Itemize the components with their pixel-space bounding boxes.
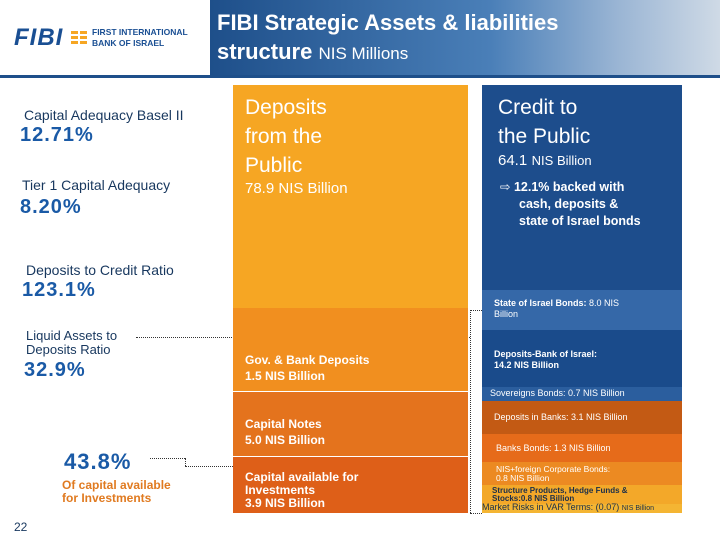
var-unit: NIS Billion [621, 505, 655, 512]
corporate-bonds-block: NIS+foreign Corporate Bonds: 0.8 NIS Bil… [482, 462, 682, 485]
state-bonds-text: State of Israel Bonds: 8.0 NIS Billion [494, 298, 619, 320]
gov-bank-deposits-block: Gov. & Bank Deposits 1.5 NIS Billion [233, 308, 468, 391]
struct-line2: Stocks:0.8 NIS Billion [492, 494, 575, 503]
capnotes-line1: Capital Notes [245, 417, 322, 431]
liquid-label-line2: Deposits Ratio [26, 342, 111, 357]
corporate-bonds-text: NIS+foreign Corporate Bonds: 0.8 NIS Bil… [496, 465, 610, 483]
connector-invest-b [185, 458, 186, 466]
connector-invest-a [150, 458, 185, 459]
page-number: 22 [14, 520, 28, 534]
tier1-label: Tier 1 Capital Adequacy [22, 177, 171, 193]
state-line2: Billion [494, 309, 519, 319]
title-line1: FIBI Strategic Assets & liabilities [217, 10, 559, 35]
capital-notes-text: Capital Notes 5.0 NIS Billion [245, 416, 325, 448]
arrow-right-icon: ⇨ [500, 180, 511, 194]
logo-line1: FIRST INTERNATIONAL [92, 27, 188, 37]
credit-title: Credit to the Public [498, 93, 590, 151]
var-line: Market Risks in VAR Terms: (0.07) [482, 502, 620, 512]
boi-line1: Deposits-Bank of Israel: [494, 349, 598, 359]
gov-line2: 1.5 NIS Billion [245, 369, 326, 383]
title-subtitle: NIS Millions [318, 44, 409, 63]
deposits-title-line1: Deposits [245, 96, 327, 119]
liquid-assets-label: Liquid Assets to Deposits Ratio [26, 329, 117, 357]
struct-line1: Structure Products, Hedge Funds & [492, 486, 628, 495]
capital-investments-text: Capital available for Investments 3.9 NI… [245, 471, 358, 510]
liquid-assets-value: 32.9% [24, 359, 86, 381]
sovereign-bonds-block: Sovereigns Bonds: 0.7 NIS Billion [482, 387, 682, 401]
deposits-public-block: Deposits from the Public 78.9 NIS Billio… [233, 85, 468, 308]
state-value: 8.0 NIS [589, 298, 620, 308]
deposits-credit-label: Deposits to Credit Ratio [26, 262, 174, 278]
credit-title-line2: the Public [498, 125, 591, 148]
logo-line2: BANK OF ISRAEL [92, 38, 165, 48]
capnotes-line2: 5.0 NIS Billion [245, 433, 326, 447]
sovereign-bonds-text: Sovereigns Bonds: 0.7 NIS Billion [490, 388, 625, 398]
connector-top [470, 310, 482, 311]
investments-value: 43.8% [64, 449, 132, 474]
deposits-title-line2: from the [245, 125, 323, 148]
capital-adequacy-value: 12.71% [20, 124, 94, 146]
capinv-line1: Capital available for [245, 470, 359, 484]
capinv-line2: Investments [245, 483, 316, 497]
gov-bank-text: Gov. & Bank Deposits 1.5 NIS Billion [245, 352, 369, 384]
boi-line2: 14.2 NIS Billion [494, 360, 560, 370]
logo-brand: FIBI [14, 24, 64, 51]
structured-products-block: Structure Products, Hedge Funds & Stocks… [482, 485, 682, 504]
credit-amount: 64.1 NIS Billion [498, 152, 592, 170]
corp-line2: 0.8 NIS Billion [496, 473, 550, 483]
credit-value: 64.1 [498, 152, 528, 169]
logo-mark-icon [71, 31, 87, 44]
deposits-banks-block: Deposits in Banks: 3.1 NIS Billion [482, 401, 682, 434]
logo-area [0, 0, 210, 75]
capital-adequacy-label: Capital Adequacy Basel II [24, 107, 184, 123]
deposits-credit-value: 123.1% [22, 279, 96, 301]
market-risk-text: Market Risks in VAR Terms: (0.07) NIS Bi… [482, 502, 654, 512]
invest-label-line1: Of capital available [62, 478, 171, 492]
credit-note: ⇨ 12.1% backed with cash, deposits & sta… [500, 179, 641, 230]
deposits-boi-block: Deposits-Bank of Israel: 14.2 NIS Billio… [482, 330, 682, 387]
gov-line1: Gov. & Bank Deposits [245, 353, 370, 367]
capital-investments-block: Capital available for Investments 3.9 NI… [233, 457, 468, 513]
credit-unit: NIS Billion [531, 153, 592, 168]
invest-label-line2: for Investments [62, 491, 152, 505]
connector-invest-c [185, 466, 233, 467]
credit-note-line1: 12.1% backed with [513, 180, 625, 194]
state-bonds-block: State of Israel Bonds: 8.0 NIS Billion [482, 290, 682, 330]
capital-notes-block: Capital Notes 5.0 NIS Billion [233, 392, 468, 456]
banks-bonds-text: Banks Bonds: 1.3 NIS Billion [496, 443, 611, 453]
connector-vertical [470, 310, 471, 513]
page-title: FIBI Strategic Assets & liabilities stru… [217, 8, 697, 68]
market-risk-block: Market Risks in VAR Terms: (0.07) NIS Bi… [482, 502, 682, 513]
structured-products-text: Structure Products, Hedge Funds & Stocks… [492, 487, 628, 503]
tier1-value: 8.20% [20, 196, 82, 218]
deposits-banks-text: Deposits in Banks: 3.1 NIS Billion [494, 412, 628, 422]
banks-bonds-block: Banks Bonds: 1.3 NIS Billion [482, 434, 682, 462]
credit-note-line3: state of Israel bonds [519, 214, 641, 228]
state-line1: State of Israel Bonds: [494, 298, 587, 308]
liquid-label-line1: Liquid Assets to [26, 328, 118, 343]
deposits-boi-text: Deposits-Bank of Israel: 14.2 NIS Billio… [494, 349, 597, 371]
header-bar [210, 0, 720, 75]
capinv-line3: 3.9 NIS Billion [245, 496, 326, 510]
investments-label: Of capital available for Investments [62, 479, 171, 505]
corp-line1: NIS+foreign Corporate Bonds: [496, 464, 611, 474]
credit-title-line1: Credit to [498, 96, 578, 119]
deposits-title-line3: Public [245, 154, 303, 177]
header-divider [0, 75, 720, 78]
connector-bottom [470, 513, 482, 514]
title-line2: structure [217, 39, 313, 64]
deposits-title: Deposits from the Public [245, 93, 327, 180]
credit-public-block: Credit to the Public 64.1 NIS Billion ⇨ … [482, 85, 682, 290]
credit-note-line2: cash, deposits & [519, 197, 619, 211]
deposits-value: 78.9 NIS Billion [245, 180, 348, 197]
